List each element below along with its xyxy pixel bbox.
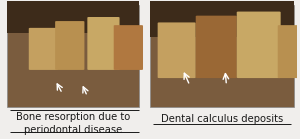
FancyBboxPatch shape (29, 28, 58, 70)
FancyBboxPatch shape (278, 25, 300, 78)
FancyBboxPatch shape (158, 22, 196, 78)
FancyBboxPatch shape (150, 0, 294, 37)
FancyBboxPatch shape (87, 17, 120, 70)
FancyBboxPatch shape (114, 25, 143, 70)
FancyBboxPatch shape (7, 0, 139, 33)
FancyBboxPatch shape (150, 5, 294, 107)
FancyBboxPatch shape (55, 21, 84, 70)
FancyBboxPatch shape (237, 12, 281, 78)
FancyBboxPatch shape (7, 5, 139, 107)
Text: Bone resorption due to
periodontal disease: Bone resorption due to periodontal disea… (16, 112, 130, 135)
FancyBboxPatch shape (196, 16, 237, 78)
Text: Dental calculus deposits: Dental calculus deposits (161, 115, 283, 124)
